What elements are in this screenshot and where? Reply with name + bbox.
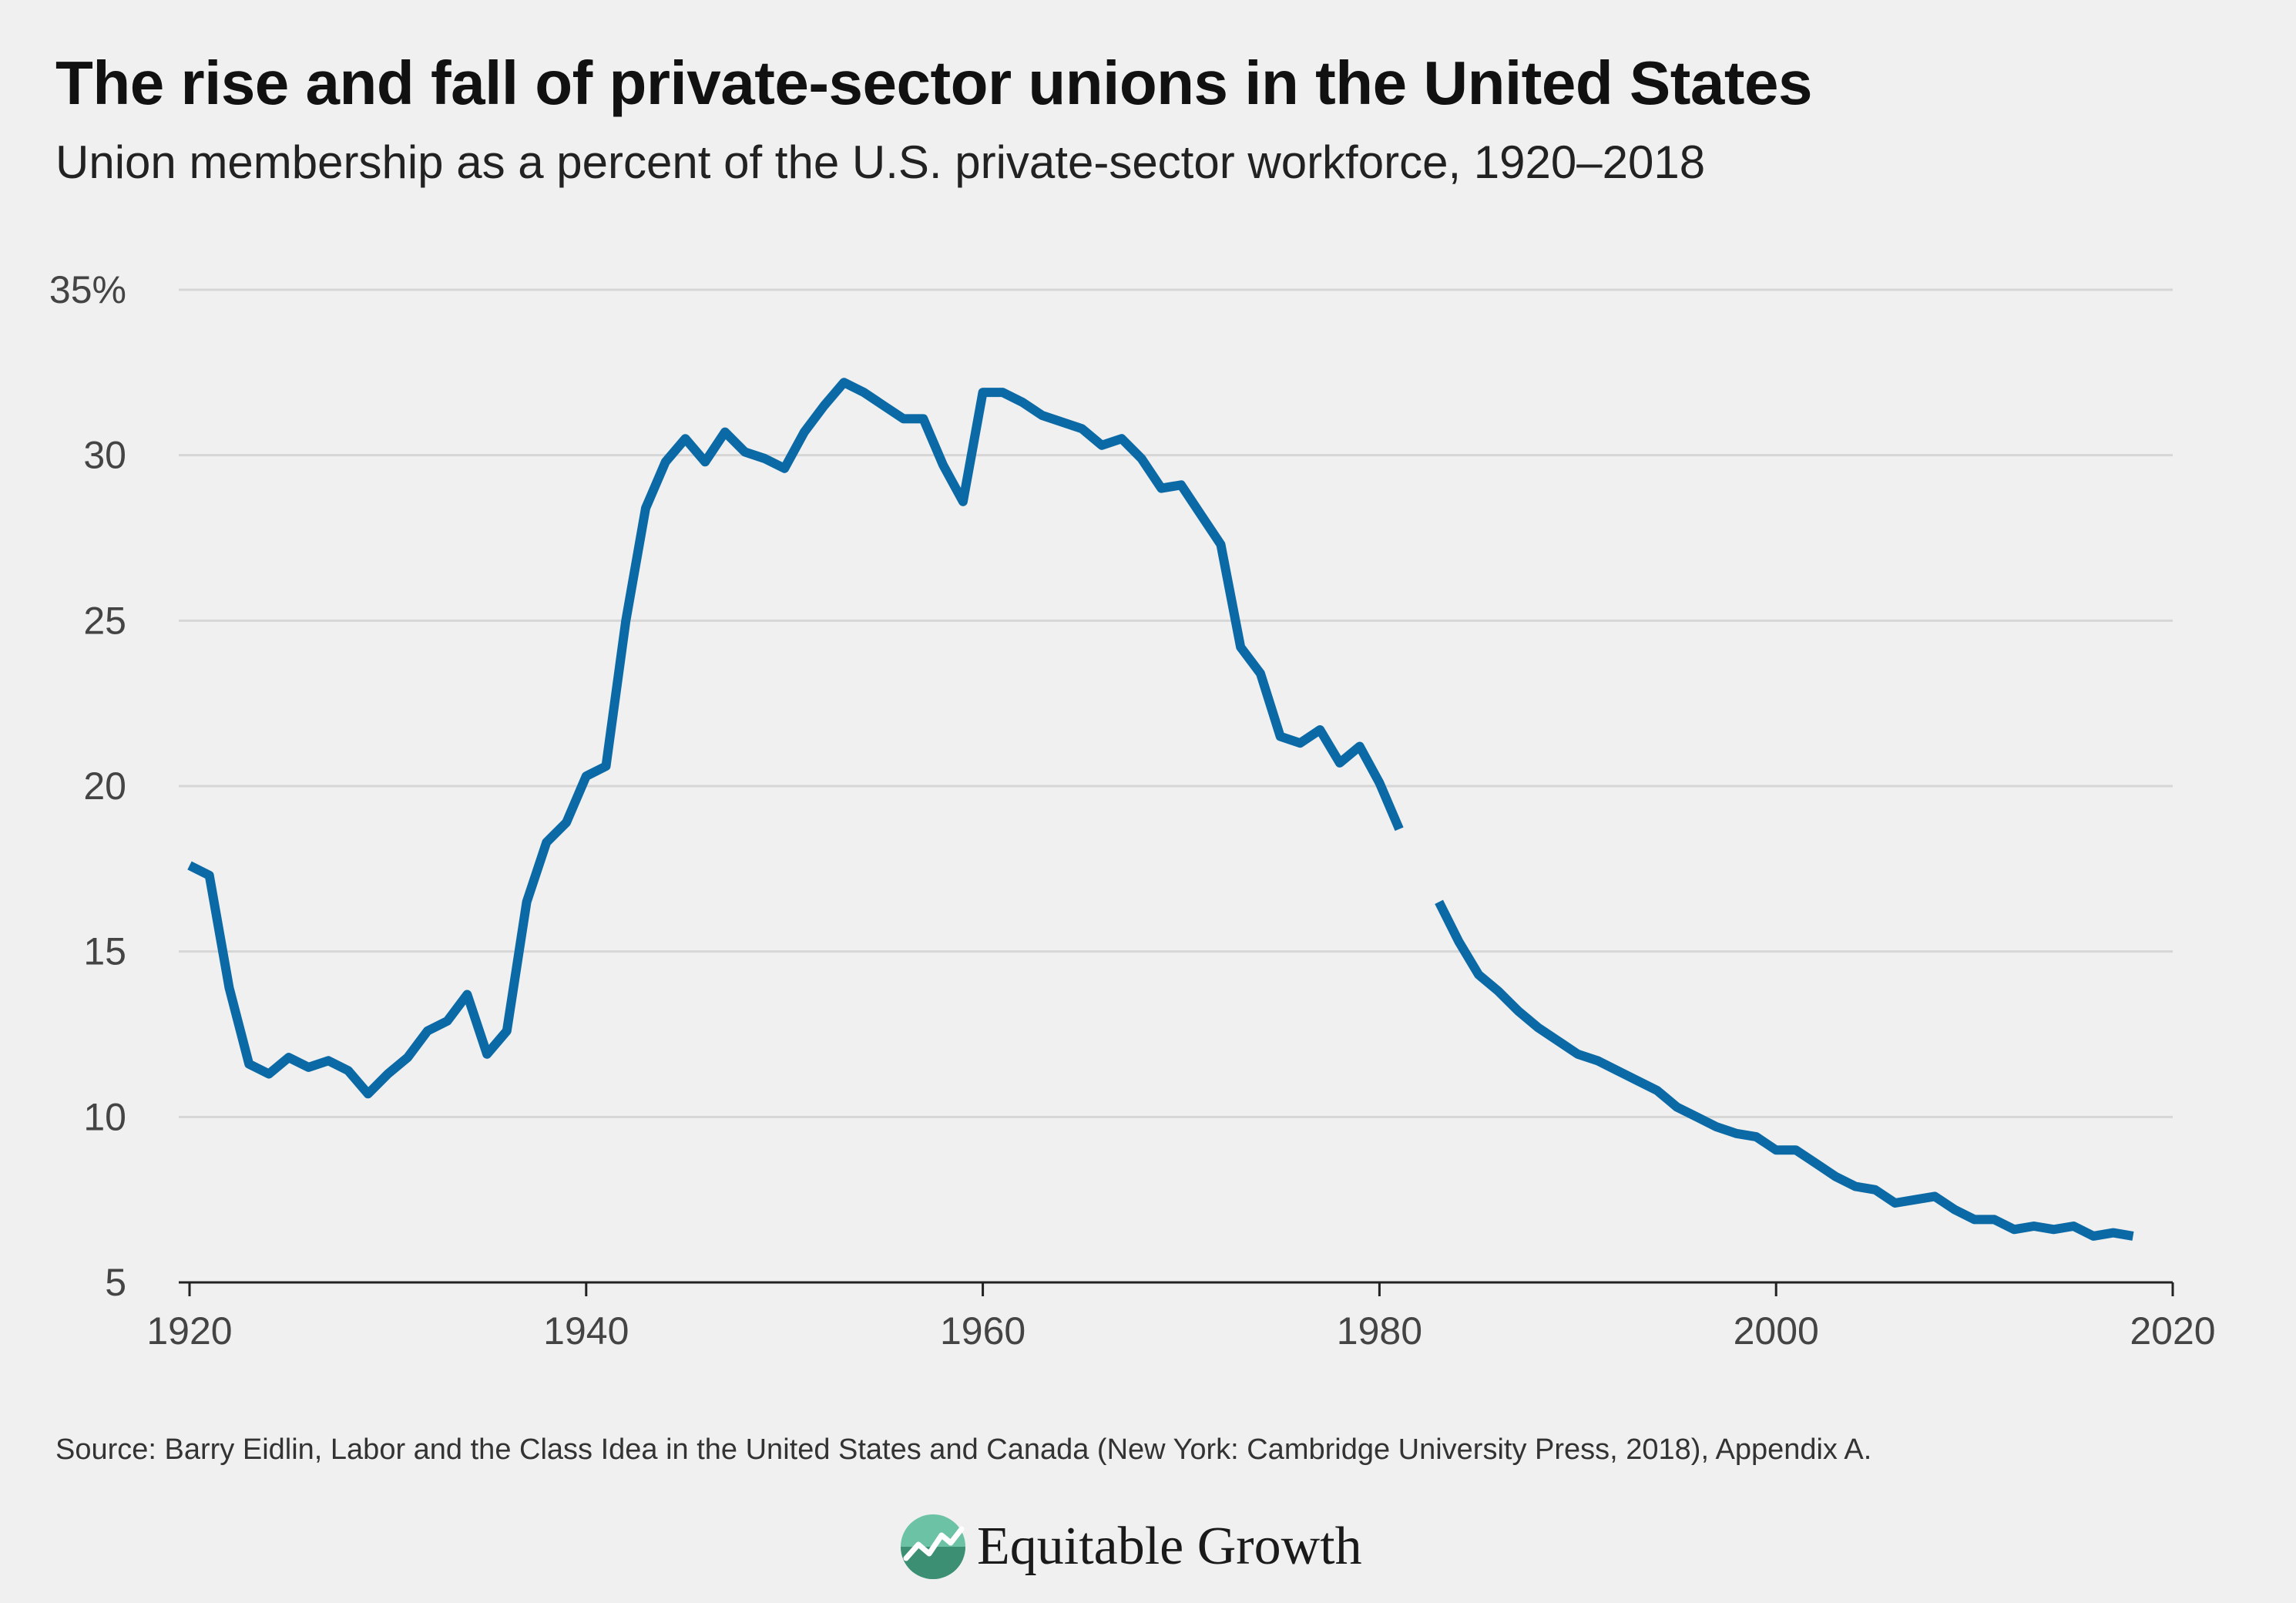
source-note: Source: Barry Eidlin, Labor and the Clas… [55,1433,1872,1466]
series-line-segment [1435,899,2134,1241]
rising-line-circle-logo-icon [901,1514,965,1579]
x-tick-label: 2020 [2130,1309,2215,1353]
x-tick-label: 2000 [1734,1309,1819,1353]
logo-text: Equitable Growth [977,1517,1362,1576]
series-line [187,378,2134,1241]
x-tick-label: 1940 [543,1309,629,1353]
chart-title: The rise and fall of private-sector unio… [55,49,1813,117]
chart-subtitle: Union membership as a percent of the U.S… [55,136,1706,188]
y-tick-label: 35% [49,268,126,311]
y-tick-label: 25 [83,599,126,642]
x-tick-label: 1980 [1337,1309,1422,1353]
gridlines [179,288,2173,1284]
y-tick-label: 10 [83,1095,126,1138]
axes: 5 10 15 20 25 30 35% 1920 1940 1960 1980 2000 2020 [49,268,2216,1353]
equitable-growth-logo: Equitable Growth [900,1514,1362,1580]
line-chart: 5 10 15 20 25 30 35% 1920 1940 1960 1980 2000 2020 [49,268,2216,1353]
y-tick-label: 20 [83,765,126,808]
y-tick-label: 30 [83,434,126,477]
series-line-segment [187,378,1404,1099]
x-tick-label: 1920 [146,1309,232,1353]
y-tick-label: 5 [105,1261,126,1304]
x-tick-label: 1960 [940,1309,1025,1353]
y-tick-label: 15 [83,930,126,973]
